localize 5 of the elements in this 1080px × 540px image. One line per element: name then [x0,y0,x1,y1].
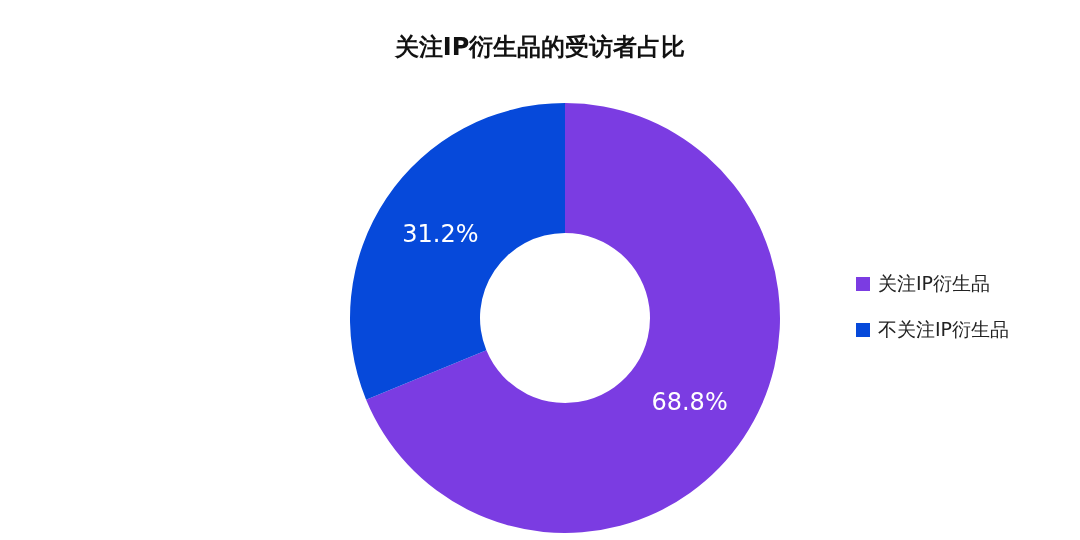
data-label: 31.2% [402,220,479,249]
legend-label: 关注IP衍生品 [878,272,991,294]
legend-label: 不关注IP衍生品 [878,318,1010,340]
data-label: 68.8% [651,387,728,416]
chart-title: 关注IP衍生品的受访者占比 [393,33,686,61]
